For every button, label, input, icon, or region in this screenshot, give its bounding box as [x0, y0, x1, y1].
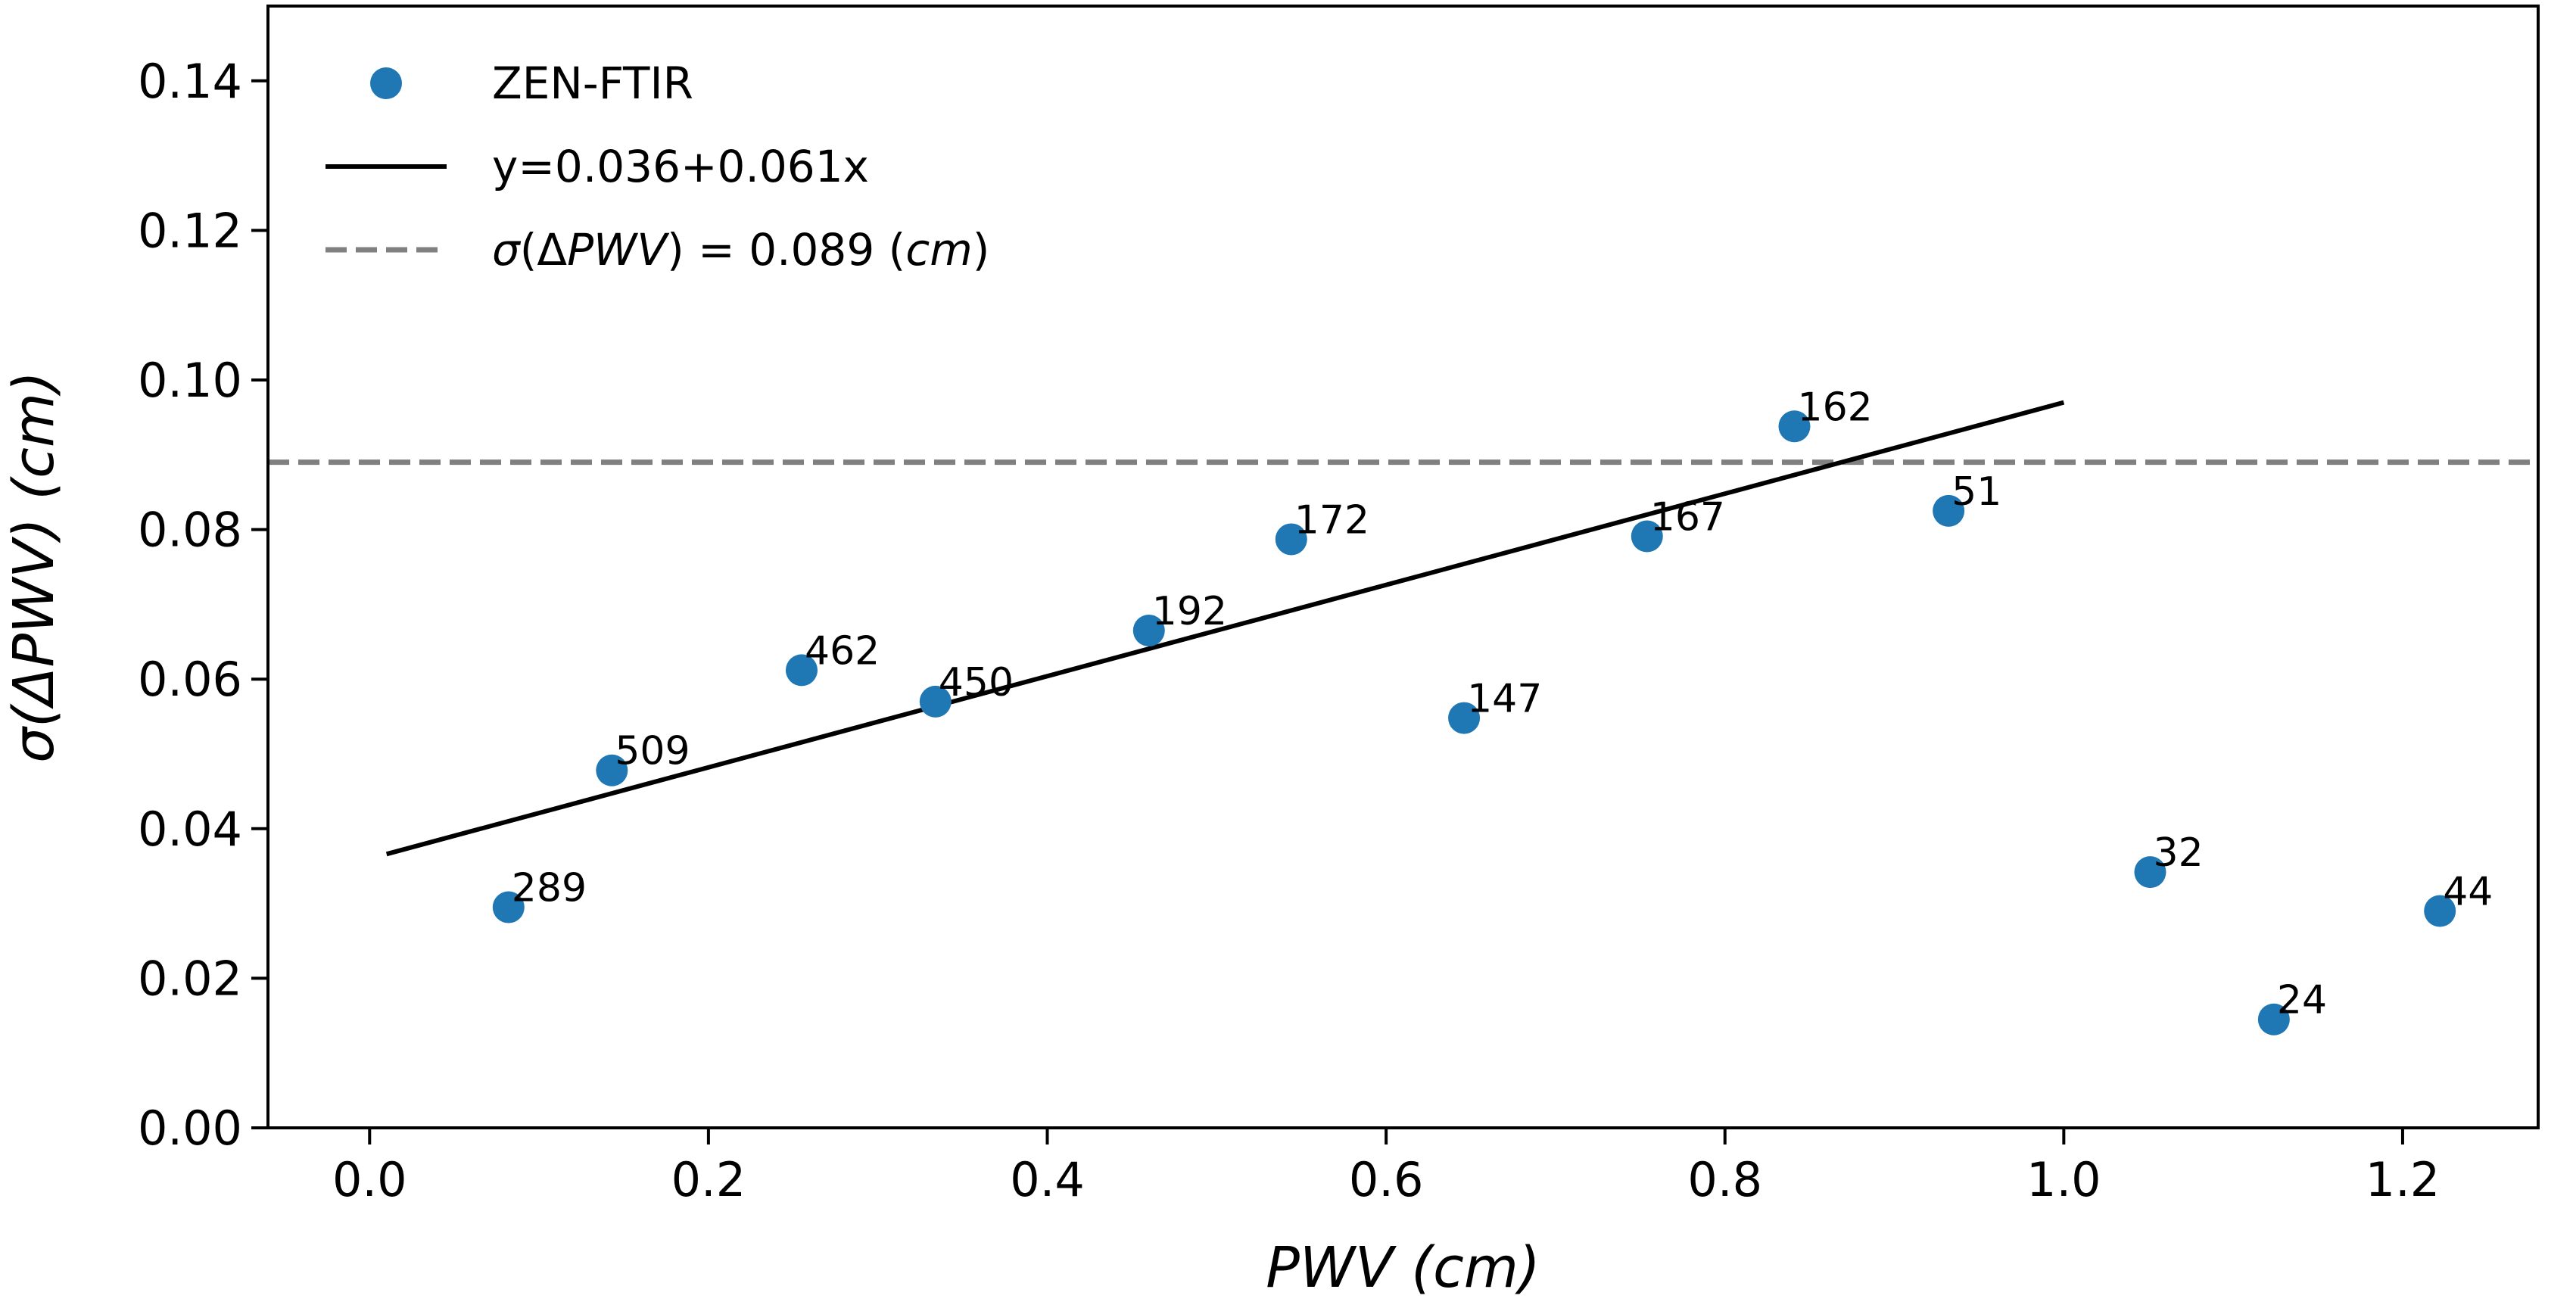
- data-point: [1933, 494, 1965, 527]
- legend-label-part: cm: [905, 224, 972, 276]
- data-point-label: 289: [512, 866, 587, 911]
- y-tick-label: 0.14: [138, 54, 242, 109]
- data-point-label: 192: [1152, 589, 1227, 634]
- x-tick-label: 1.0: [2026, 1152, 2101, 1207]
- legend-label-part: (Δ: [520, 224, 568, 276]
- legend-label-zen-ftir: ZEN-FTIR: [492, 58, 693, 109]
- legend-label-threshold: σ(ΔPWV) = 0.089 (cm): [492, 224, 989, 276]
- data-point-label: 167: [1650, 494, 1725, 540]
- x-tick-label: 0.6: [1349, 1152, 1424, 1207]
- data-point: [1778, 410, 1811, 443]
- axis-titles: PWV (cm) σ(ΔPWV) (cm): [2, 371, 1540, 1300]
- legend: ZEN-FTIR y=0.036+0.061x σ(ΔPWV) = 0.089 (c…: [326, 58, 989, 276]
- data-point-label: 147: [1467, 677, 1542, 722]
- plot-frame-layer: [266, 5, 2540, 1129]
- data-point: [1132, 614, 1165, 646]
- plot-frame: [266, 5, 2540, 1129]
- data-points-layer: [492, 410, 2456, 1036]
- x-tick-label: 0.4: [1010, 1152, 1085, 1207]
- y-axis-title: σ(ΔPWV) (cm): [2, 371, 67, 763]
- data-point-label: 24: [2277, 978, 2327, 1023]
- data-point: [1275, 523, 1307, 556]
- y-tick-label: 0.04: [138, 802, 242, 857]
- x-tick-label: 1.2: [2366, 1152, 2441, 1207]
- data-point-label: 162: [1797, 385, 1872, 430]
- x-tick-label: 0.2: [671, 1152, 746, 1207]
- data-point: [2257, 1003, 2290, 1036]
- data-point-label: 450: [939, 660, 1014, 705]
- legend-label-part: ): [973, 224, 990, 276]
- y-tick-label: 0.02: [138, 951, 242, 1006]
- y-tick-label: 0.06: [138, 652, 242, 707]
- data-point-label: 32: [2153, 830, 2203, 876]
- legend-label-part: ) = 0.089 (: [667, 224, 905, 276]
- data-point-label: 172: [1294, 497, 1369, 543]
- legend-marker-zen-ftir: [370, 67, 402, 99]
- data-point-label: 509: [615, 729, 690, 774]
- data-point: [596, 754, 628, 786]
- legend-label-part: PWV: [567, 224, 670, 276]
- x-axis-title: PWV (cm): [1266, 1235, 1540, 1300]
- data-point-label: 462: [805, 628, 880, 674]
- data-point: [1631, 520, 1663, 553]
- fit-regression-line: [385, 400, 2065, 857]
- data-point: [785, 654, 818, 687]
- data-point: [492, 891, 525, 923]
- data-point-label: 44: [2443, 869, 2493, 914]
- y-tick-label: 0.10: [138, 353, 242, 408]
- fit-line-layer: [385, 400, 2065, 857]
- legend-label-part: σ: [492, 224, 522, 276]
- data-point: [919, 685, 952, 718]
- data-point: [2134, 856, 2166, 889]
- axis-ticks-layer: 0.0 0.2 0.4 0.6 0.8 1.0 1.2 0.00 0.02 0.04 0.06 0.0…: [138, 54, 2440, 1207]
- y-tick-label: 0.08: [138, 503, 242, 558]
- x-tick-label: 0.8: [1687, 1152, 1762, 1207]
- point-labels-layer: 289 509 462 450 192 172 147 167 162 51 32 24 44: [512, 385, 2493, 1023]
- data-point: [1448, 702, 1481, 734]
- x-tick-label: 0.0: [332, 1152, 407, 1207]
- data-point-label: 51: [1951, 469, 2001, 515]
- legend-label-fit: y=0.036+0.061x: [492, 141, 869, 192]
- y-tick-label: 0.00: [138, 1101, 242, 1156]
- data-point: [2424, 895, 2456, 927]
- y-tick-label: 0.12: [138, 203, 242, 258]
